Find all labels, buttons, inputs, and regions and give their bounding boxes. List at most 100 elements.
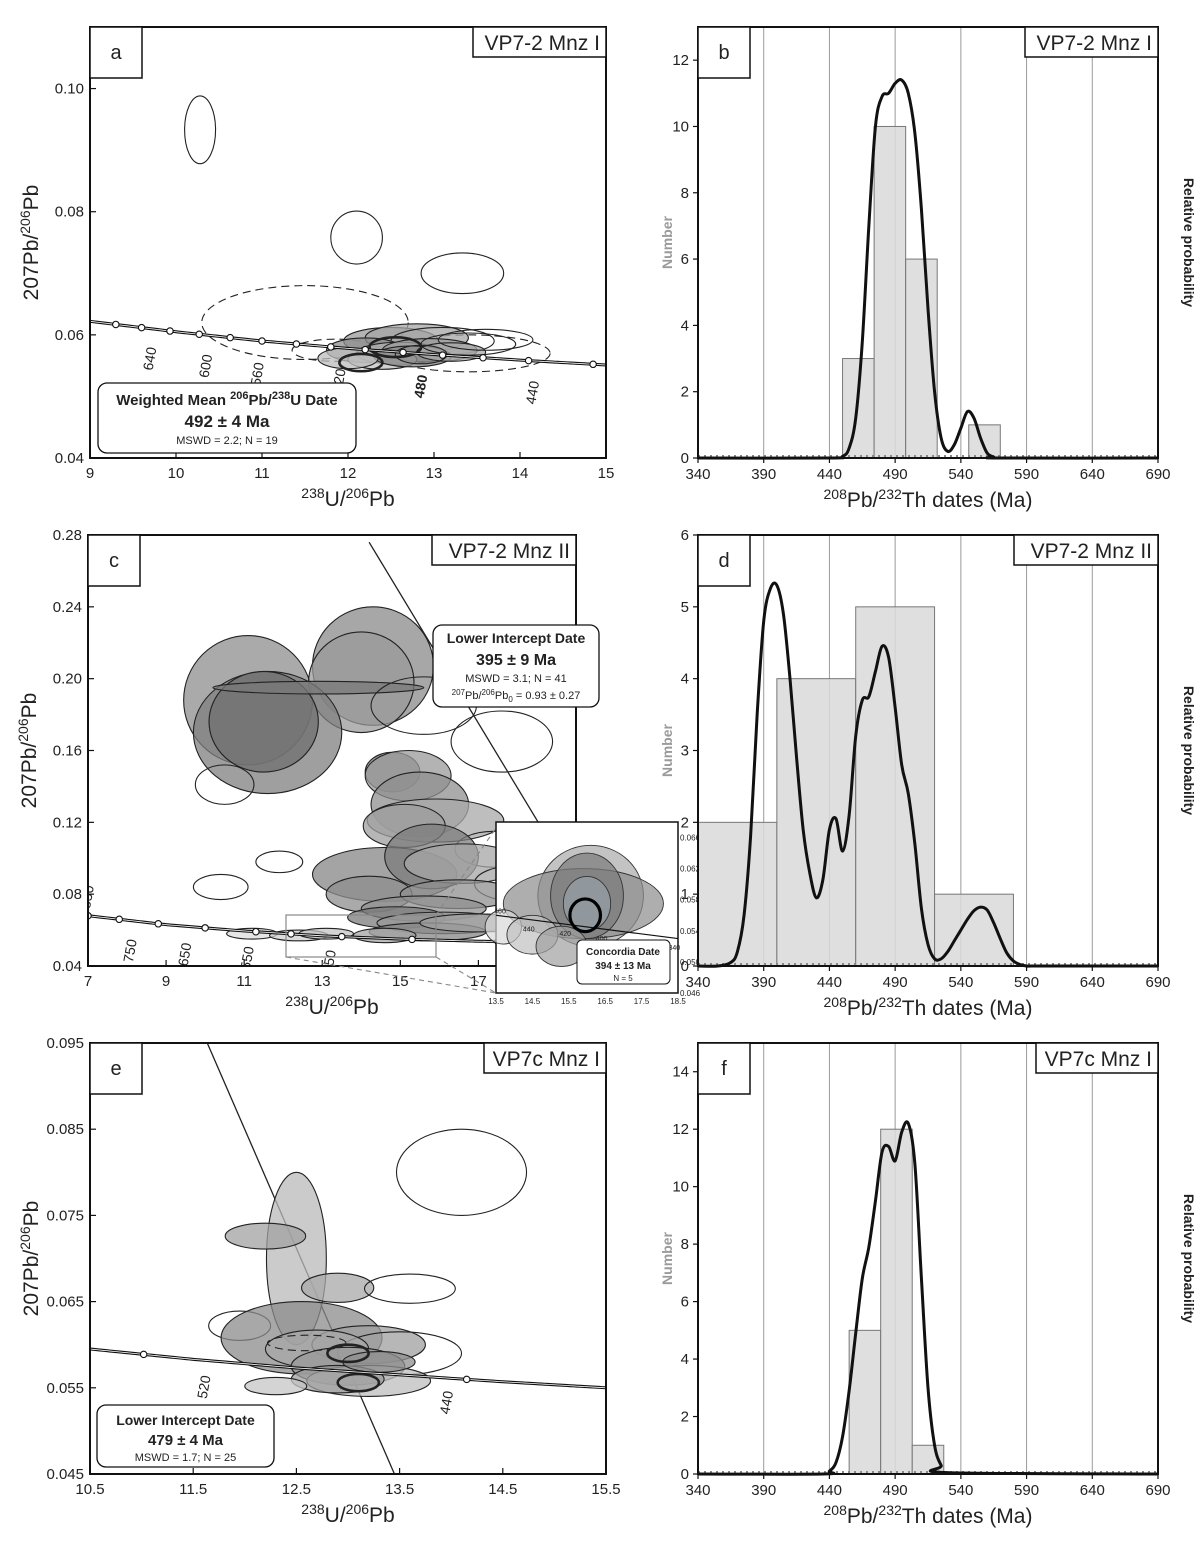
concordia-age-label: 560 xyxy=(247,361,267,387)
probability-density-curve xyxy=(697,78,1159,460)
concordia-age-marker xyxy=(438,351,447,359)
x-tick-label: 14 xyxy=(512,465,529,482)
histogram-bar xyxy=(880,1128,913,1475)
result-title: Lower Intercept Date xyxy=(116,1412,255,1428)
result-title: Weighted Mean 206Pb/238U Date xyxy=(116,390,337,409)
y-tick-label: 6 xyxy=(681,1294,689,1311)
concordia-age-label: 440 xyxy=(522,379,542,405)
y-tick-label: 0.08 xyxy=(53,886,82,903)
data-ellipse xyxy=(255,850,304,874)
concordia-age-label: 520 xyxy=(194,1374,214,1400)
y-tick-label: 0.095 xyxy=(46,1035,84,1052)
y-tick-label: 0.20 xyxy=(53,671,82,688)
x-tick-label: 490 xyxy=(883,974,908,991)
y-tick-label: 0.055 xyxy=(46,1380,84,1397)
inset-y-tick-label: 0.054 xyxy=(680,927,701,936)
data-ellipse xyxy=(192,873,249,901)
x-tick-label: 590 xyxy=(1014,1482,1039,1499)
y2-axis-label: Relative probability xyxy=(1181,1194,1197,1323)
x-axis-label: 208Pb/232Th dates (Ma) xyxy=(824,1502,1033,1528)
sample-label-box xyxy=(1024,26,1159,58)
panel-letter: f xyxy=(721,1058,727,1080)
panel-letter-box xyxy=(89,26,143,79)
sample-label: VP7-2 Mnz II xyxy=(1031,540,1152,563)
data-ellipse xyxy=(420,252,505,295)
data-ellipse xyxy=(184,95,217,165)
inset-y-tick-label: 0.058 xyxy=(680,896,701,905)
concordia-age-marker xyxy=(112,320,120,329)
x-tick-label: 490 xyxy=(883,1482,908,1499)
plot-area: 850750650550450350 xyxy=(88,541,576,971)
panel-letter-box xyxy=(87,534,141,587)
concordia-age-marker xyxy=(137,323,146,332)
concordia-age-marker xyxy=(226,333,234,342)
x-tick-label: 12 xyxy=(340,465,357,482)
x-tick-label: 690 xyxy=(1145,466,1170,483)
histogram-bar xyxy=(968,424,1001,459)
x-tick-label: 390 xyxy=(751,1482,776,1499)
x-tick-label: 540 xyxy=(948,974,973,991)
data-ellipse xyxy=(326,1343,370,1364)
y-tick-label: 3 xyxy=(681,743,689,760)
y-tick-label: 0.10 xyxy=(55,81,84,98)
inset-age-label: 420 xyxy=(559,931,571,938)
sample-label-box xyxy=(483,1042,607,1074)
inset-x-tick-label: 14.5 xyxy=(525,997,541,1006)
x-tick-label: 440 xyxy=(817,1482,842,1499)
data-ellipse xyxy=(336,1372,381,1393)
concordia-age-label: 750 xyxy=(120,938,140,964)
x-tick-label: 690 xyxy=(1145,974,1170,991)
histogram-bar xyxy=(697,821,778,967)
x-tick-label: 490 xyxy=(883,466,908,483)
inset-concordia xyxy=(495,914,679,940)
sample-label-box xyxy=(431,534,577,566)
result-stats: MSWD = 3.1; N = 41 xyxy=(465,673,566,685)
data-ellipse xyxy=(301,1272,375,1304)
x-tick-label: 590 xyxy=(1014,466,1039,483)
y-tick-label: 0.04 xyxy=(55,450,84,467)
zoom-window xyxy=(285,914,437,958)
concordia-date-box xyxy=(576,939,671,985)
x-tick-label: 640 xyxy=(1080,1482,1105,1499)
y-tick-label: 0.04 xyxy=(53,958,82,975)
x-tick-label: 340 xyxy=(685,1482,710,1499)
concordia-age-label: 550 xyxy=(237,945,257,971)
concordia-date-n: N = 5 xyxy=(613,974,633,983)
y-tick-label: 2 xyxy=(681,384,689,401)
inset-plot: 46044042040038036034013.514.515.516.517.… xyxy=(484,821,701,1006)
y-axis-label: Number xyxy=(659,216,675,269)
y-tick-label: 0.08 xyxy=(55,204,84,221)
x-tick-label: 11 xyxy=(236,973,252,990)
panel-letter: d xyxy=(718,550,729,572)
sample-label: VP7-2 Mnz I xyxy=(484,32,600,55)
concordia-age-label: 480 xyxy=(411,373,431,399)
data-ellipse xyxy=(368,336,423,359)
concordia-curve-highlight xyxy=(90,320,606,366)
panel-letter: e xyxy=(110,1058,121,1080)
y-tick-label: 0.045 xyxy=(46,1466,84,1483)
concordia-age-label: 440 xyxy=(436,1389,456,1415)
concordia-age-marker xyxy=(258,337,266,345)
concordia-age-marker xyxy=(524,356,533,365)
data-ellipse xyxy=(208,670,319,773)
x-tick-label: 540 xyxy=(948,1482,973,1499)
panel-e-concordia: 520 440 10.5 11.5 12.5 13.5 14.5 15.5 0.045 0.055… xyxy=(17,1035,621,1527)
y-tick-label: 12 xyxy=(672,52,689,69)
x-axis-label: 238U/206Pb xyxy=(301,1501,394,1527)
x-tick-label: 11 xyxy=(254,465,270,482)
result-stats: MSWD = 2.2; N = 19 xyxy=(176,435,277,447)
y-tick-label: 0.085 xyxy=(46,1121,84,1138)
result-value: 479 ± 4 Ma xyxy=(148,1432,224,1449)
x-tick-label: 12.5 xyxy=(282,1481,311,1498)
concordia-age-marker xyxy=(115,915,123,924)
inset-y-tick-label: 0.046 xyxy=(680,989,701,998)
sample-label: VP7-2 Mnz II xyxy=(449,540,570,563)
data-ellipse xyxy=(330,210,383,265)
y-tick-label: 4 xyxy=(681,1351,689,1368)
concordia-age-marker xyxy=(408,935,416,944)
concordia-age-marker xyxy=(287,930,295,938)
result-box xyxy=(96,1404,275,1468)
inset-x-tick-label: 13.5 xyxy=(488,997,504,1006)
plot-background xyxy=(698,1043,1158,1474)
